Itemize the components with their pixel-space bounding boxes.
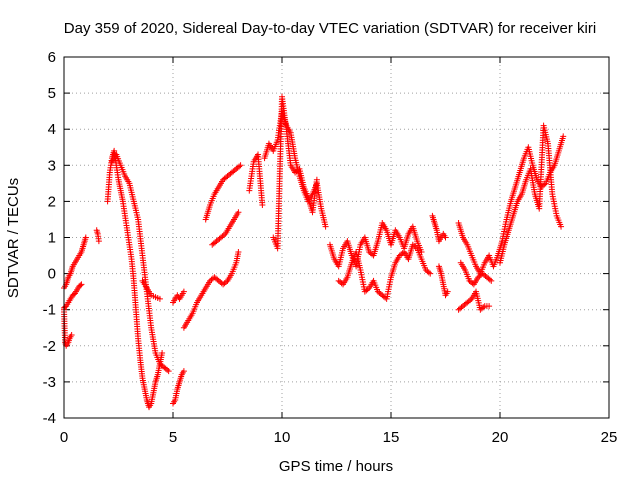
x-tick-label: 10: [274, 429, 291, 446]
data-point: [467, 297, 474, 304]
data-point: [364, 286, 371, 293]
x-axis-label: GPS time / hours: [279, 458, 393, 475]
y-tick-label: -3: [43, 374, 56, 391]
y-tick-label: -4: [43, 410, 56, 427]
data-point: [237, 162, 244, 169]
data-point: [338, 280, 345, 287]
series-trace-21: [455, 288, 493, 313]
data-point: [236, 163, 243, 170]
y-tick-label: 6: [48, 49, 56, 66]
data-point: [480, 304, 487, 311]
data-point: [180, 288, 187, 295]
y-tick-label: -1: [43, 302, 56, 319]
data-point: [427, 270, 434, 277]
data-point: [95, 238, 102, 245]
data-point: [486, 303, 493, 310]
data-point: [235, 209, 242, 216]
data-point: [444, 288, 451, 295]
series-trace-14: [261, 108, 329, 230]
data-point: [412, 244, 419, 251]
series-trace-23: [497, 122, 565, 266]
data-point: [156, 295, 163, 302]
x-tick-label: 20: [492, 429, 509, 446]
data-points: [61, 93, 567, 411]
series-trace-11: [202, 162, 244, 223]
series-trace-4: [93, 227, 102, 245]
data-point: [469, 280, 476, 287]
data-point: [235, 248, 242, 255]
chart-title: Day 359 of 2020, Sidereal Day-to-day VTE…: [64, 20, 596, 37]
y-tick-labels: -4 -3 -2 -1 0 1 2 3 4 5 6: [43, 49, 56, 427]
x-tick-label: 5: [169, 429, 177, 446]
series-trace-19: [435, 263, 451, 299]
data-point: [68, 331, 75, 338]
series-trace-10: [180, 248, 242, 331]
y-tick-label: 1: [48, 230, 56, 247]
y-tick-label: 2: [48, 193, 56, 210]
data-point: [560, 133, 567, 140]
plot-frame: [63, 56, 610, 419]
y-tick-label: -2: [43, 338, 56, 355]
data-point: [313, 176, 320, 183]
data-point: [488, 277, 495, 284]
data-point: [159, 350, 166, 357]
y-tick-label: 3: [48, 157, 56, 174]
grid-lines: [64, 57, 609, 418]
data-point: [82, 234, 89, 241]
x-tick-labels: 0 5 10 15 20 25: [60, 429, 618, 446]
x-tick-label: 15: [383, 429, 400, 446]
series-trace-8: [170, 368, 187, 407]
y-tick-label: 5: [48, 85, 56, 102]
data-point: [77, 282, 84, 289]
data-point: [78, 281, 85, 288]
series-trace-15: [270, 93, 320, 252]
data-point: [442, 234, 449, 241]
series-trace-16: [326, 220, 425, 270]
y-tick-label: 4: [48, 121, 56, 138]
series-trace-7: [139, 277, 163, 302]
data-point: [180, 368, 187, 375]
data-point: [164, 366, 171, 373]
data-point: [399, 250, 406, 257]
data-point: [223, 279, 230, 286]
x-tick-label: 0: [60, 429, 68, 446]
series-trace-22: [457, 259, 495, 288]
data-point: [220, 232, 227, 239]
data-point: [558, 223, 565, 230]
series-trace-13: [246, 151, 266, 209]
x-tick-label: 25: [601, 429, 618, 446]
y-axis-label: SDTVAR / TECUs: [5, 178, 22, 298]
series-trace-6: [108, 151, 172, 375]
y-tick-label: 0: [48, 266, 56, 283]
data-point: [322, 223, 329, 230]
series-trace-18: [429, 212, 449, 245]
data-point: [165, 368, 172, 375]
series-trace-1: [61, 234, 89, 292]
series-trace-12: [209, 209, 242, 248]
data-point: [425, 269, 432, 276]
series-trace-5: [104, 147, 166, 411]
data-point: [259, 202, 266, 209]
series-trace-17: [335, 241, 434, 302]
data-point: [486, 276, 493, 283]
series-trace-9: [170, 288, 187, 306]
